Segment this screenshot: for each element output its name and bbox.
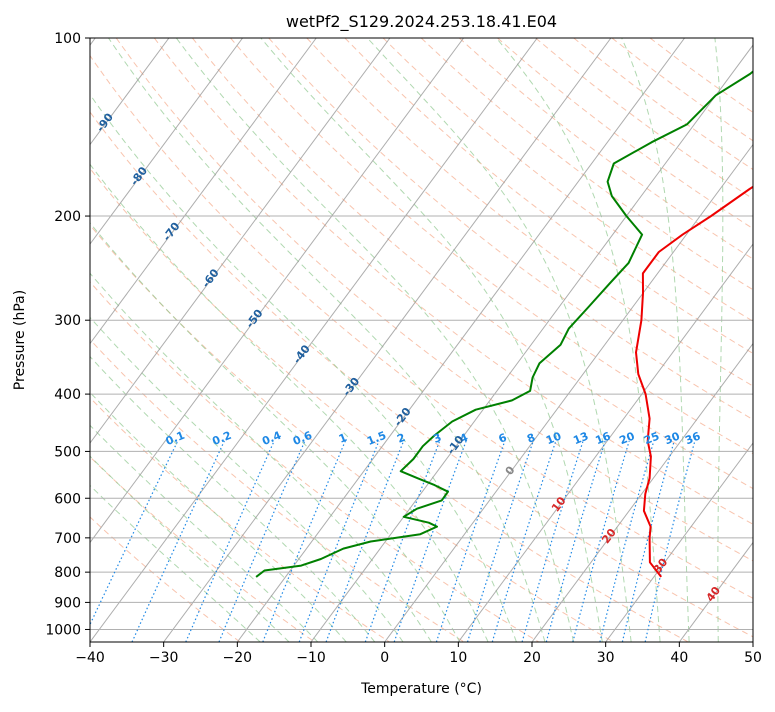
chart-title: wetPf2_S129.2024.253.18.41.E04 (286, 12, 557, 32)
y-tick-label: 800 (54, 565, 81, 581)
x-tick-label: 40 (670, 650, 688, 666)
x-tick-label: 30 (597, 650, 615, 666)
x-tick-label: −40 (75, 650, 105, 666)
y-axis-label: Pressure (hPa) (12, 290, 28, 390)
y-tick-label: 900 (54, 595, 81, 611)
y-tick-label: 300 (54, 313, 81, 329)
y-tick-label: 1000 (45, 622, 81, 638)
x-tick-label: 0 (380, 650, 389, 666)
y-tick-label: 200 (54, 209, 81, 225)
y-tick-label: 400 (54, 387, 81, 403)
x-tick-label: 50 (744, 650, 762, 666)
x-tick-label: 20 (523, 650, 541, 666)
x-tick-label: −20 (223, 650, 253, 666)
x-tick-label: −30 (149, 650, 179, 666)
x-tick-label: −10 (296, 650, 326, 666)
x-tick-label: 10 (449, 650, 467, 666)
y-tick-label: 600 (54, 491, 81, 507)
x-axis-label: Temperature (°C) (360, 681, 482, 697)
y-tick-label: 500 (54, 444, 81, 460)
y-tick-label: 100 (54, 31, 81, 47)
y-tick-label: 700 (54, 531, 81, 547)
